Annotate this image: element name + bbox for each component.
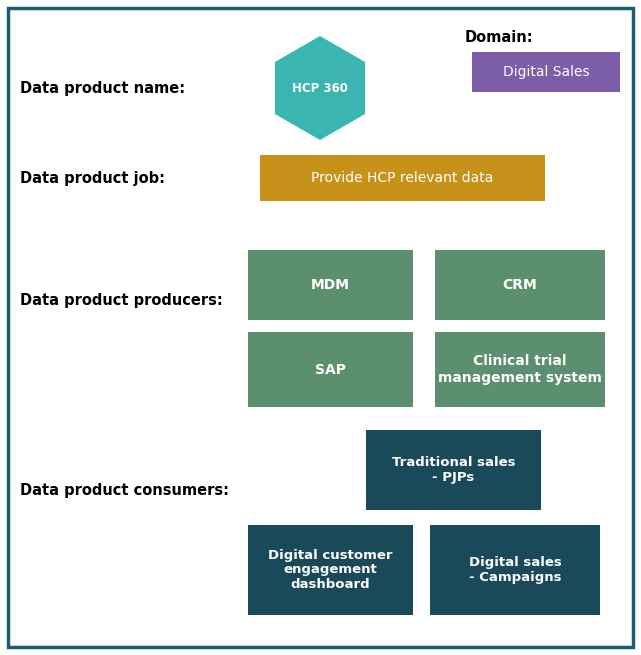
Text: Clinical trial
management system: Clinical trial management system xyxy=(438,354,602,384)
FancyBboxPatch shape xyxy=(435,332,605,407)
FancyBboxPatch shape xyxy=(430,525,600,615)
Text: CRM: CRM xyxy=(503,278,537,292)
Text: Data product producers:: Data product producers: xyxy=(20,293,223,307)
Text: HCP 360: HCP 360 xyxy=(292,81,348,94)
Text: Digital customer
engagement
dashboard: Digital customer engagement dashboard xyxy=(268,548,393,591)
Text: Domain:: Domain: xyxy=(464,31,533,45)
Polygon shape xyxy=(275,36,365,140)
Text: Digital sales
- Campaigns: Digital sales - Campaigns xyxy=(469,556,562,584)
FancyBboxPatch shape xyxy=(248,250,413,320)
Text: Data product consumers:: Data product consumers: xyxy=(20,483,229,498)
Text: Digital Sales: Digital Sales xyxy=(503,65,589,79)
FancyBboxPatch shape xyxy=(260,155,545,201)
FancyBboxPatch shape xyxy=(248,332,413,407)
FancyBboxPatch shape xyxy=(366,430,541,510)
Text: Data product job:: Data product job: xyxy=(20,170,165,185)
FancyBboxPatch shape xyxy=(248,525,413,615)
Text: MDM: MDM xyxy=(311,278,350,292)
Text: Provide HCP relevant data: Provide HCP relevant data xyxy=(312,171,494,185)
FancyBboxPatch shape xyxy=(435,250,605,320)
Text: Traditional sales
- PJPs: Traditional sales - PJPs xyxy=(392,456,515,484)
FancyBboxPatch shape xyxy=(472,52,620,92)
Text: Data product name:: Data product name: xyxy=(20,81,185,96)
FancyBboxPatch shape xyxy=(8,8,633,647)
Text: SAP: SAP xyxy=(315,362,346,377)
